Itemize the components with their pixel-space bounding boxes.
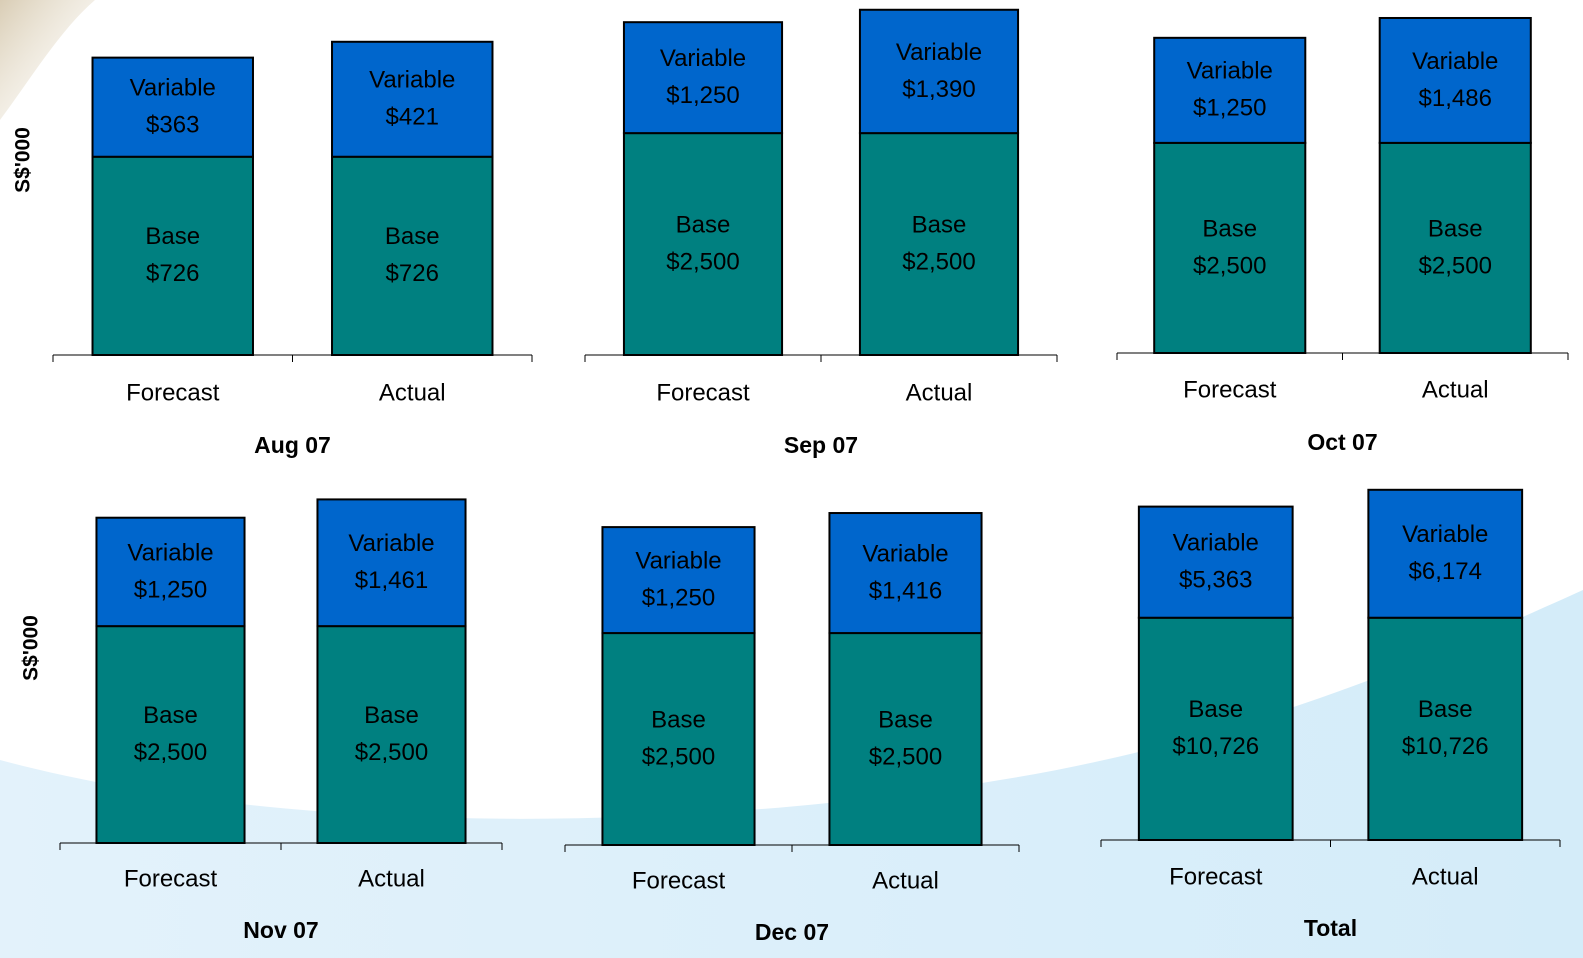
segment-name: Variable [369, 67, 455, 94]
x-tick-label: Actual [379, 379, 446, 406]
segment-name: Variable [896, 39, 982, 66]
bar-segment [1137, 616, 1294, 842]
background-swoosh [0, 590, 1583, 958]
segment-name: Base [385, 223, 440, 250]
value-label: $1,250 [134, 576, 207, 603]
chart-title: Total [1304, 915, 1357, 941]
segment-name: Base [1418, 696, 1473, 723]
segment-name: Base [878, 706, 933, 733]
bar-segment [828, 512, 983, 635]
bar-segment [1367, 616, 1524, 842]
value-label: $10,726 [1402, 733, 1489, 760]
x-tick-label: Actual [872, 867, 939, 894]
bar-segment [858, 8, 1020, 135]
value-label: $1,250 [1193, 95, 1266, 122]
segment-name: Variable [862, 540, 948, 567]
value-label: $10,726 [1172, 733, 1259, 760]
bar-segment [331, 155, 494, 356]
value-label: $2,500 [134, 739, 207, 766]
segment-name: Base [676, 211, 731, 238]
value-label: $1,416 [869, 577, 942, 604]
bar-segment [91, 155, 254, 356]
segment-name: Variable [127, 539, 213, 566]
value-label: $726 [146, 260, 199, 287]
y-axis-label: S$'000 [12, 127, 35, 193]
value-label: $1,486 [1419, 85, 1492, 112]
segment-name: Base [145, 223, 200, 250]
bar-segment [91, 56, 254, 158]
bar-segment [601, 632, 756, 846]
segment-name: Variable [1412, 48, 1498, 75]
value-label: $2,500 [642, 743, 715, 770]
bar-segment [1153, 141, 1307, 354]
segment-name: Base [1188, 696, 1243, 723]
segment-name: Variable [1187, 58, 1273, 85]
value-label: $5,363 [1179, 567, 1252, 594]
value-label: $2,500 [1193, 252, 1266, 279]
value-label: $1,390 [902, 76, 975, 103]
x-tick-label: Forecast [1169, 863, 1263, 890]
bar-segment [95, 625, 246, 844]
segment-name: Base [143, 702, 198, 729]
value-label: $2,500 [666, 248, 739, 275]
bar-segment [1378, 16, 1532, 144]
value-label: $726 [386, 260, 439, 287]
value-label: $6,174 [1409, 558, 1482, 585]
bar-segment [601, 526, 756, 635]
bar-segment [316, 625, 467, 844]
bar-segment [331, 40, 494, 158]
segment-name: Variable [635, 547, 721, 574]
chart-title: Nov 07 [243, 917, 318, 943]
chart-title: Aug 07 [254, 432, 331, 458]
bar-segment [1367, 488, 1524, 619]
bar-segment [316, 498, 467, 628]
bar-segment [858, 132, 1020, 356]
bar-segment [828, 632, 983, 846]
segment-name: Variable [1402, 521, 1488, 548]
segment-name: Variable [1173, 530, 1259, 557]
value-label: $2,500 [355, 739, 428, 766]
segment-name: Base [364, 702, 419, 729]
x-tick-label: Forecast [124, 865, 218, 892]
bar-segment [95, 516, 246, 628]
segment-name: Base [651, 706, 706, 733]
segment-name: Base [1202, 215, 1257, 242]
segment-name: Variable [130, 75, 216, 102]
chart-title: Sep 07 [784, 432, 858, 458]
x-tick-label: Forecast [1183, 376, 1277, 403]
value-label: $421 [386, 104, 439, 131]
chart-title: Dec 07 [755, 919, 829, 945]
chart-title: Oct 07 [1307, 429, 1377, 455]
value-label: $363 [146, 112, 199, 139]
x-tick-label: Actual [358, 865, 425, 892]
value-label: $1,250 [666, 82, 739, 109]
x-tick-label: Actual [1422, 376, 1489, 403]
bar-segment [1137, 505, 1294, 619]
value-label: $2,500 [869, 743, 942, 770]
x-tick-label: Forecast [632, 867, 726, 894]
segment-name: Variable [660, 45, 746, 72]
value-label: $2,500 [902, 248, 975, 275]
segment-name: Base [912, 211, 967, 238]
x-tick-label: Forecast [656, 379, 750, 406]
value-label: $1,250 [642, 584, 715, 611]
y-axis-label: S$'000 [20, 615, 43, 681]
segment-name: Variable [348, 530, 434, 557]
bar-segment [622, 21, 784, 135]
bar-segment [1378, 141, 1532, 354]
value-label: $2,500 [1419, 252, 1492, 279]
corner-photo [0, 0, 95, 120]
x-tick-label: Forecast [126, 379, 220, 406]
bar-segment [622, 132, 784, 356]
value-label: $1,461 [355, 567, 428, 594]
x-tick-label: Actual [1412, 863, 1479, 890]
x-tick-label: Actual [906, 379, 973, 406]
segment-name: Base [1428, 215, 1483, 242]
bar-segment [1153, 36, 1307, 144]
